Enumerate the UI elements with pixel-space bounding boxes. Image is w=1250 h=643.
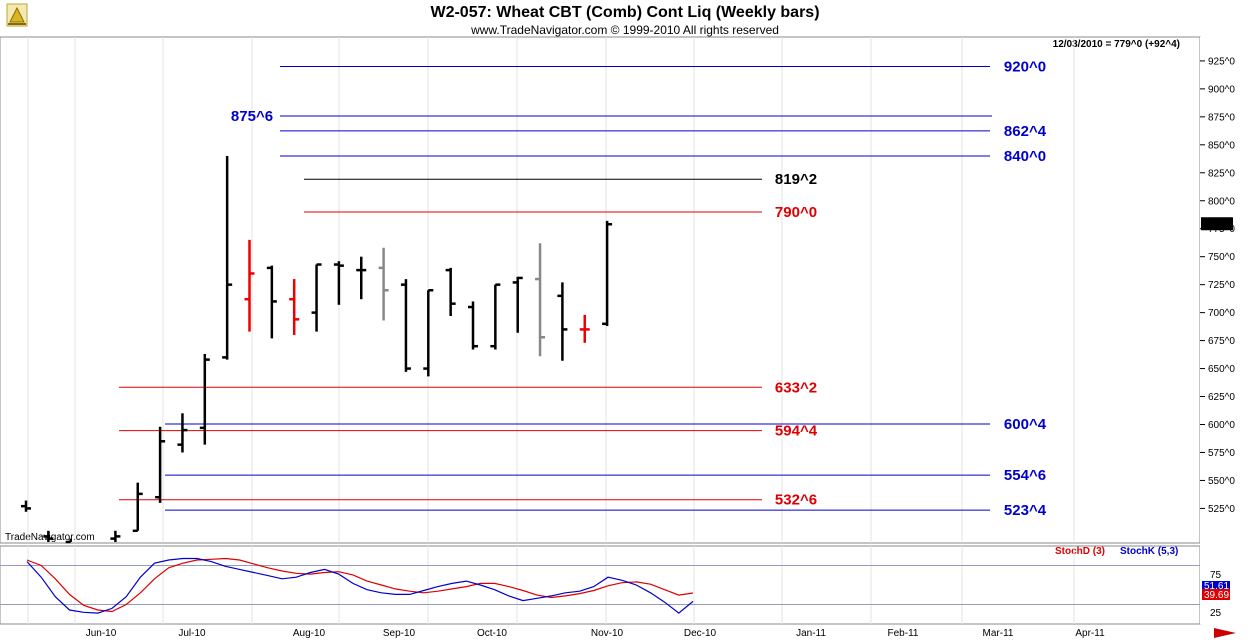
y-tick-label: 600^0 [1208, 420, 1235, 431]
x-tick-label: Oct-10 [477, 628, 507, 639]
ohlc-bar [512, 276, 523, 333]
ohlc-bar [423, 289, 434, 377]
stochd-legend: StochD (3) [1055, 546, 1105, 557]
trade-navigator-logo-icon [6, 3, 28, 27]
x-tick-label: Jul-10 [178, 628, 206, 639]
y-tick-label: 925^0 [1208, 56, 1235, 67]
level-label: 790^0 [775, 204, 817, 221]
x-tick-label: Apr-11 [1075, 628, 1105, 639]
indicator-tick-25: 25 [1210, 608, 1222, 619]
ohlc-bar [110, 530, 121, 542]
price-panel-frame [0, 36, 1201, 544]
level-label: 633^2 [775, 379, 817, 396]
ohlc-bar [445, 267, 456, 316]
level-label: 875^6 [231, 108, 273, 125]
ohlc-bar [579, 314, 590, 343]
y-tick-label: 575^0 [1208, 448, 1235, 459]
x-tick-label: Jun-10 [86, 628, 117, 639]
y-axis-strip [1200, 37, 1250, 624]
ohlc-bar [199, 354, 210, 445]
y-tick-label: 825^0 [1208, 168, 1235, 179]
x-tick-label: Mar-11 [983, 628, 1014, 639]
stochd-value: 39.69 [1204, 590, 1229, 601]
chart-title: W2-057: Wheat CBT (Comb) Cont Liq (Weekl… [430, 4, 819, 21]
ohlc-bar [378, 247, 389, 321]
x-tick-label: Nov-10 [591, 628, 624, 639]
level-label: 554^6 [1004, 467, 1046, 484]
ohlc-bar [289, 279, 300, 335]
x-tick-label: Sep-10 [383, 628, 416, 639]
level-label: 840^0 [1004, 148, 1046, 165]
y-tick-label: 800^0 [1208, 196, 1235, 207]
x-tick-label: Jan-11 [796, 628, 826, 639]
y-tick-label: 625^0 [1208, 392, 1235, 403]
ohlc-bar [177, 413, 188, 453]
ohlc-bar [333, 261, 344, 305]
y-tick-label: 725^0 [1208, 280, 1235, 291]
ohlc-bar [400, 279, 411, 372]
ohlc-bar [468, 301, 478, 350]
y-tick-label: 750^0 [1208, 252, 1235, 263]
y-tick-label: 875^0 [1208, 112, 1235, 123]
stochk-value-box [1202, 581, 1230, 590]
y-tick-label: 525^0 [1208, 504, 1235, 515]
ohlc-bar [132, 482, 143, 533]
indicator-panel-frame [0, 545, 1201, 625]
level-label: 523^4 [1004, 502, 1047, 519]
stochd-line [26, 557, 694, 613]
y-tick-label: 900^0 [1208, 84, 1235, 95]
y-tick-label: 675^0 [1208, 336, 1235, 347]
x-tick-label: Dec-10 [684, 628, 717, 639]
level-label: 532^6 [775, 492, 817, 509]
y-tick-label: 550^0 [1208, 476, 1235, 487]
ohlc-bar [222, 156, 233, 360]
ohlc-bar [490, 283, 501, 350]
stochk-value: 51.61 [1204, 581, 1229, 592]
ohlc-bar [244, 239, 255, 332]
ohlc-bar [311, 263, 322, 332]
level-label: 819^2 [775, 171, 817, 188]
ohlc-bar [43, 530, 54, 542]
ohlc-bar [155, 426, 166, 503]
indicator-tick-75: 75 [1210, 570, 1222, 581]
ohlc-bar [356, 256, 367, 300]
ohlc-bar [266, 265, 277, 339]
level-label: 600^4 [1004, 416, 1047, 433]
last-price-label: 779^0 [1204, 219, 1231, 230]
last-price-box [1201, 217, 1233, 231]
y-tick-label: 700^0 [1208, 308, 1235, 319]
ohlc-bar [535, 243, 546, 357]
scroll-right-icon[interactable] [1214, 628, 1236, 638]
level-label: 920^0 [1004, 59, 1046, 76]
y-tick-label: 650^0 [1208, 364, 1235, 375]
ohlc-bar [65, 538, 72, 544]
stochk-legend: StochK (5,3) [1120, 546, 1178, 557]
last-info: 12/03/2010 = 779^0 (+92^4) [1053, 39, 1180, 50]
level-label: 862^4 [1004, 123, 1047, 140]
ohlc-bar [21, 500, 31, 512]
stochd-value-box [1202, 589, 1230, 600]
chart-subtitle: www.TradeNavigator.com © 1999-2010 All r… [470, 23, 779, 37]
x-tick-label: Aug-10 [293, 628, 326, 639]
ohlc-bar [602, 220, 613, 327]
y-tick-label: 850^0 [1208, 140, 1235, 151]
stochk-line [26, 557, 694, 614]
x-tick-label: Feb-11 [888, 628, 919, 639]
ohlc-bar [557, 282, 568, 361]
level-label: 594^4 [775, 423, 818, 440]
